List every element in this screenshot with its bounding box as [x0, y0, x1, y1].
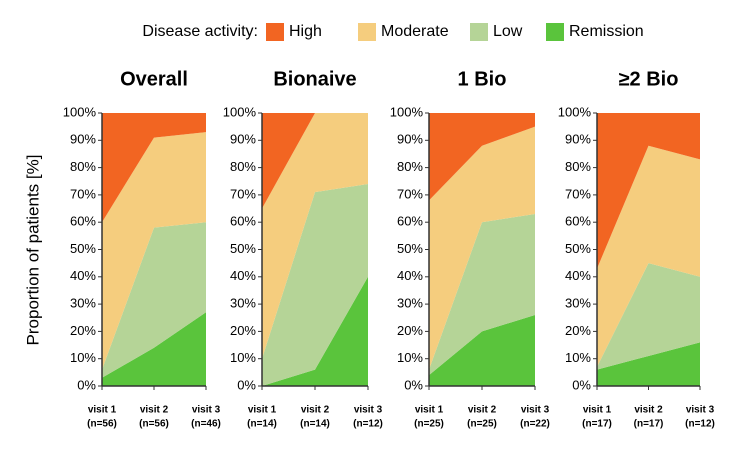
y-tick-label: 10%	[70, 350, 96, 365]
y-tick-label: 70%	[70, 186, 96, 201]
legend-label: High	[289, 23, 322, 40]
area-layer	[102, 132, 206, 370]
y-tick-label: 30%	[565, 296, 591, 311]
y-tick-label: 40%	[70, 268, 96, 283]
y-tick-label: 70%	[397, 186, 423, 201]
y-tick-label: 90%	[397, 132, 423, 147]
area-layer	[597, 145, 700, 367]
y-tick-label: 10%	[565, 350, 591, 365]
x-tick-sublabel: (n=25)	[467, 419, 497, 430]
area-layer	[102, 312, 206, 386]
y-tick-label: 100%	[223, 104, 257, 119]
x-tick-label: visit 3	[686, 405, 715, 416]
x-tick-sublabel: (n=12)	[353, 419, 383, 430]
legend-swatch	[358, 23, 376, 41]
x-tick-sublabel: (n=17)	[582, 419, 612, 430]
x-tick-sublabel: (n=17)	[634, 419, 664, 430]
x-tick-label: visit 3	[521, 405, 550, 416]
x-tick-label: visit 3	[192, 405, 221, 416]
x-tick-label: visit 2	[634, 405, 663, 416]
y-tick-label: 100%	[390, 104, 424, 119]
y-tick-label: 60%	[230, 214, 256, 229]
y-tick-label: 0%	[572, 377, 591, 392]
area-layer	[102, 113, 206, 223]
y-tick-label: 60%	[70, 214, 96, 229]
panel-title: Overall	[120, 68, 188, 90]
y-tick-label: 80%	[397, 159, 423, 174]
y-tick-label: 90%	[70, 132, 96, 147]
x-tick-label: visit 2	[301, 405, 330, 416]
area-layer	[429, 214, 535, 376]
legend-label: Low	[493, 23, 523, 40]
area-layer	[262, 183, 368, 386]
area-layer	[429, 113, 535, 201]
y-tick-label: 0%	[77, 377, 96, 392]
area-layer	[262, 113, 368, 359]
legend-swatch	[546, 23, 564, 41]
panel-title: Bionaive	[273, 68, 356, 90]
panel-title: 1 Bio	[458, 68, 507, 90]
legend-title: Disease activity:	[142, 23, 258, 40]
y-tick-label: 30%	[70, 296, 96, 311]
y-tick-label: 80%	[230, 159, 256, 174]
y-tick-label: 70%	[230, 186, 256, 201]
y-tick-label: 30%	[397, 296, 423, 311]
x-tick-sublabel: (n=12)	[685, 419, 715, 430]
area-layer	[102, 222, 206, 378]
y-tick-label: 40%	[565, 268, 591, 283]
area-layer	[262, 276, 368, 386]
y-tick-label: 30%	[230, 296, 256, 311]
y-tick-label: 90%	[565, 132, 591, 147]
y-tick-label: 0%	[404, 377, 423, 392]
legend-swatch	[470, 23, 488, 41]
x-tick-sublabel: (n=14)	[247, 419, 277, 430]
y-axis-label: Proportion of patients [%]	[23, 155, 42, 346]
area-layer	[429, 126, 535, 370]
x-tick-sublabel: (n=25)	[414, 419, 444, 430]
x-tick-label: visit 1	[583, 405, 612, 416]
panel-title: ≥2 Bio	[619, 68, 679, 90]
y-tick-label: 10%	[230, 350, 256, 365]
y-tick-label: 50%	[397, 241, 423, 256]
y-tick-label: 100%	[63, 104, 97, 119]
area-layer	[597, 113, 700, 269]
legend-label: Remission	[569, 23, 644, 40]
y-tick-label: 60%	[565, 214, 591, 229]
y-tick-label: 50%	[70, 241, 96, 256]
area-layer	[597, 342, 700, 386]
x-tick-label: visit 1	[248, 405, 277, 416]
y-tick-label: 20%	[70, 323, 96, 338]
x-tick-label: visit 2	[140, 405, 169, 416]
y-tick-label: 80%	[565, 159, 591, 174]
x-tick-sublabel: (n=14)	[300, 419, 330, 430]
y-tick-label: 10%	[397, 350, 423, 365]
y-tick-label: 20%	[565, 323, 591, 338]
y-tick-label: 40%	[397, 268, 423, 283]
y-tick-label: 20%	[230, 323, 256, 338]
y-tick-label: 40%	[230, 268, 256, 283]
y-tick-label: 50%	[565, 241, 591, 256]
y-tick-label: 70%	[565, 186, 591, 201]
x-tick-label: visit 1	[88, 405, 117, 416]
x-tick-sublabel: (n=22)	[520, 419, 550, 430]
y-tick-label: 100%	[558, 104, 592, 119]
y-tick-label: 60%	[397, 214, 423, 229]
y-tick-label: 50%	[230, 241, 256, 256]
x-tick-sublabel: (n=56)	[139, 419, 169, 430]
area-layer	[597, 263, 700, 370]
x-tick-sublabel: (n=56)	[87, 419, 117, 430]
x-tick-label: visit 1	[415, 405, 444, 416]
y-tick-label: 90%	[230, 132, 256, 147]
area-layer	[429, 315, 535, 386]
legend-label: Moderate	[381, 23, 449, 40]
y-tick-label: 0%	[237, 377, 256, 392]
area-layer	[262, 113, 368, 209]
legend-swatch	[266, 23, 284, 41]
x-tick-label: visit 2	[468, 405, 497, 416]
y-tick-label: 80%	[70, 159, 96, 174]
y-tick-label: 20%	[397, 323, 423, 338]
x-tick-label: visit 3	[354, 405, 383, 416]
x-tick-sublabel: (n=46)	[191, 419, 221, 430]
